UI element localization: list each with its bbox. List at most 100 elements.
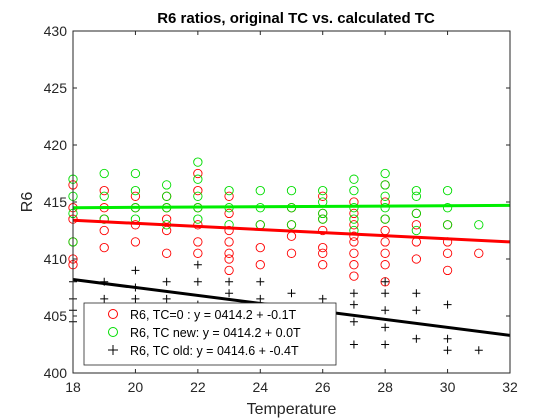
data-point-plus — [256, 277, 265, 286]
data-point-circle — [224, 254, 234, 264]
data-point-circle — [411, 225, 422, 236]
data-point-plus — [381, 323, 390, 332]
data-point-circle — [318, 248, 328, 258]
data-point-circle — [474, 248, 484, 258]
data-point-circle — [255, 185, 265, 196]
data-point-circle — [442, 185, 453, 196]
data-point-circle — [224, 248, 234, 258]
data-point-circle — [318, 242, 328, 253]
data-point-circle — [224, 265, 234, 276]
legend-entry-tc-new: R6, TC new: y = 0414.2 + 0.0T — [130, 326, 301, 340]
legend-markers — [108, 309, 118, 355]
data-point-plus — [162, 294, 171, 303]
y-tick-label: 400 — [44, 365, 68, 381]
data-point-circle — [411, 208, 422, 219]
data-point-circle — [442, 248, 453, 258]
data-point-circle — [318, 260, 328, 270]
data-point-circle — [380, 168, 390, 179]
data-point-circle — [380, 191, 390, 201]
data-point-plus — [162, 277, 171, 286]
data-point-circle — [193, 237, 203, 247]
data-point-circle — [193, 157, 203, 167]
data-point-plus — [381, 306, 390, 315]
data-point-circle — [318, 225, 328, 236]
y-tick-label: 425 — [44, 80, 68, 96]
data-point-plus — [412, 306, 421, 315]
data-point-circle — [318, 185, 328, 196]
data-point-circle — [161, 180, 172, 190]
y-tick-label: 420 — [44, 137, 68, 153]
x-tick-label: 24 — [252, 379, 268, 395]
data-point-circle — [380, 180, 390, 190]
data-point-circle — [224, 225, 234, 236]
data-point-circle — [99, 191, 109, 201]
y-tick-label: 410 — [44, 251, 68, 267]
x-tick-label: 28 — [377, 379, 393, 395]
data-point-circle — [193, 214, 203, 224]
data-point-circle — [442, 220, 453, 230]
data-point-circle — [193, 191, 203, 201]
data-point-circle — [193, 185, 203, 196]
legend-box — [83, 302, 337, 366]
data-point-circle — [349, 214, 359, 224]
fit-line-1 — [72, 203, 511, 210]
data-point-circle — [380, 214, 390, 224]
data-point-circle — [349, 231, 359, 241]
data-point-plus — [131, 294, 140, 303]
data-point-circle — [380, 260, 390, 270]
data-point-plus — [474, 346, 483, 355]
data-point-circle — [286, 185, 297, 196]
data-point-circle — [193, 248, 203, 258]
data-point-circle — [380, 203, 390, 213]
legend-entry-tc-old: R6, TC old: y = 0414.6 + -0.4T — [130, 344, 299, 358]
data-point-circle — [193, 168, 203, 179]
data-point-circle — [411, 220, 422, 230]
data-point-circle — [349, 220, 359, 230]
data-point-circle — [255, 260, 265, 270]
data-point-circle — [349, 248, 359, 258]
data-point-circle — [318, 208, 328, 219]
data-point-circle — [99, 242, 109, 253]
data-point-circle — [286, 248, 297, 258]
legend-marker-plus — [108, 345, 118, 355]
data-point-circle — [99, 168, 109, 179]
y-tick-label: 430 — [44, 23, 68, 39]
y-tick-label: 405 — [44, 308, 68, 324]
data-point-circle — [130, 185, 141, 196]
legend-entry-tc0: R6, TC=0 : y = 0414.2 + -0.1T — [130, 308, 297, 322]
data-point-circle — [349, 237, 359, 247]
x-axis-label: Temperature — [247, 401, 337, 418]
data-point-plus — [412, 334, 421, 343]
data-point-circle — [442, 265, 453, 276]
y-axis-label: R6 — [19, 192, 36, 213]
data-point-plus — [193, 260, 202, 269]
data-point-circle — [318, 214, 328, 224]
data-point-plus — [193, 277, 202, 286]
data-point-circle — [380, 237, 390, 247]
data-point-circle — [224, 185, 234, 196]
data-point-circle — [442, 203, 453, 213]
data-point-circle — [99, 185, 109, 196]
data-point-circle — [130, 168, 141, 179]
data-point-circle — [99, 225, 109, 236]
data-point-circle — [130, 237, 141, 247]
x-tick-label: 20 — [128, 379, 144, 395]
data-point-circle — [255, 242, 265, 253]
fit-line-0 — [72, 218, 511, 244]
data-point-plus — [381, 340, 390, 349]
data-point-plus — [287, 289, 296, 298]
chart-title: R6 ratios, original TC vs. calculated TC — [157, 10, 435, 27]
data-point-plus — [349, 317, 358, 326]
data-point-circle — [318, 191, 328, 201]
data-point-plus — [256, 294, 265, 303]
data-point-circle — [224, 191, 234, 201]
data-point-circle — [224, 208, 234, 219]
data-point-plus — [100, 294, 109, 303]
data-point-circle — [474, 220, 484, 230]
data-point-circle — [349, 185, 359, 196]
data-point-circle — [286, 220, 297, 230]
data-point-circle — [349, 271, 359, 281]
data-point-circle — [224, 237, 234, 247]
data-point-plus — [443, 346, 452, 355]
